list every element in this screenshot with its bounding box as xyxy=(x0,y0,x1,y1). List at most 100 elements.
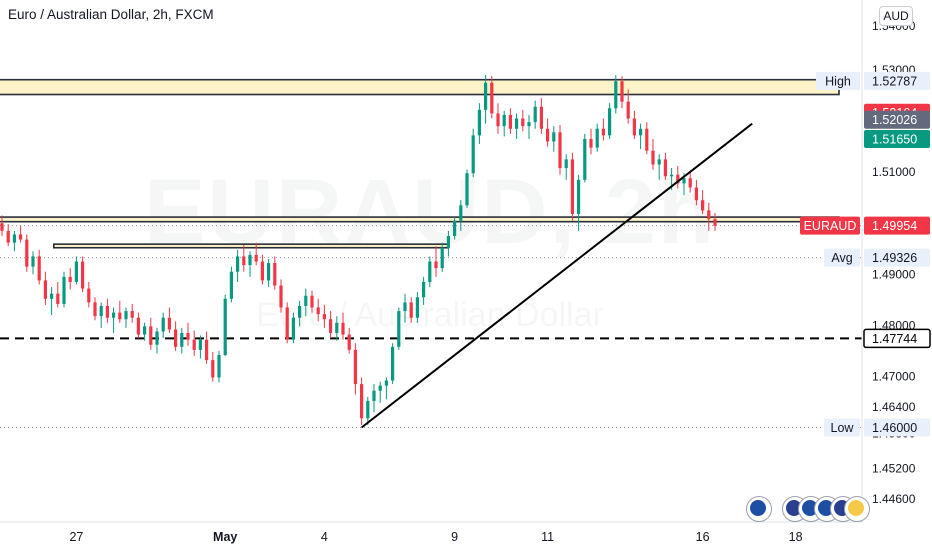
candle-body xyxy=(484,82,488,110)
candle-body xyxy=(440,247,444,269)
price-label-box xyxy=(864,248,930,267)
candle-body xyxy=(465,173,469,206)
candle-body xyxy=(205,339,209,361)
candle-body xyxy=(415,297,419,318)
price-label-box xyxy=(864,110,930,129)
candle-body xyxy=(360,384,364,419)
currency-button[interactable]: AUD xyxy=(879,6,913,26)
candle-body xyxy=(81,261,85,289)
price-tag-box xyxy=(824,248,860,267)
price-label-box xyxy=(864,129,930,148)
candle-body xyxy=(608,108,612,136)
candle-body xyxy=(136,317,140,335)
price-label-box xyxy=(864,71,930,90)
candle-body xyxy=(62,276,66,304)
candle-body xyxy=(694,187,698,201)
candle-body xyxy=(564,159,568,169)
candle-body xyxy=(533,106,537,123)
candle-body xyxy=(186,333,190,340)
sr-zone xyxy=(0,78,840,96)
candle-body xyxy=(347,334,351,350)
candle-body xyxy=(527,122,531,127)
candle-body xyxy=(279,285,283,308)
eu-flag-icon[interactable] xyxy=(746,496,772,522)
candle-body xyxy=(242,256,246,266)
candle-body xyxy=(93,302,97,317)
candle-body xyxy=(68,276,72,282)
candle-body xyxy=(676,174,680,184)
candle-body xyxy=(130,311,134,318)
candle-body xyxy=(149,326,153,345)
candle-body xyxy=(31,256,35,267)
candle-body xyxy=(248,254,252,266)
time-tick-label: 4 xyxy=(321,530,328,544)
candle-body xyxy=(403,302,407,312)
trendline xyxy=(360,122,753,429)
candles-layer xyxy=(0,75,717,425)
time-tick-label: 16 xyxy=(696,530,710,544)
candle-body xyxy=(384,380,388,386)
candle-body xyxy=(614,81,618,109)
price-label: 1.51650 xyxy=(872,132,917,146)
candle-body xyxy=(558,132,562,169)
candle-body xyxy=(434,261,438,269)
candle-body xyxy=(688,178,692,188)
candle-body xyxy=(56,293,60,304)
time-tick-label: 18 xyxy=(789,530,803,544)
candle-body xyxy=(496,113,500,127)
candle-body xyxy=(329,319,333,334)
candle-body xyxy=(285,307,289,340)
price-label: 1.52026 xyxy=(872,113,917,127)
levels-layer xyxy=(0,225,862,428)
candle-body xyxy=(490,82,494,114)
zones-layer xyxy=(0,78,840,249)
candle-body xyxy=(601,128,605,136)
candle-body xyxy=(322,314,326,320)
price-tag-box xyxy=(824,418,860,437)
candle-body xyxy=(236,256,240,272)
candle-body xyxy=(19,234,23,240)
candle-body xyxy=(378,385,382,391)
candle-body xyxy=(198,339,202,350)
time-tick-label: 27 xyxy=(69,530,83,544)
price-label-box xyxy=(864,418,930,437)
candle-body xyxy=(124,311,128,320)
candle-body xyxy=(167,317,171,330)
candle-body xyxy=(657,159,661,165)
price-tick-label: 1.44600 xyxy=(872,492,916,506)
trendline-layer xyxy=(360,122,753,429)
price-label: 1.49326 xyxy=(872,251,917,265)
candle-body xyxy=(267,263,271,281)
candle-body xyxy=(180,333,184,347)
price-label: 1.52787 xyxy=(872,74,917,88)
event-badges[interactable] xyxy=(746,496,870,522)
candle-body xyxy=(211,360,215,378)
price-label: 1.49954 xyxy=(872,219,917,233)
candle-body xyxy=(50,293,54,299)
candle-body xyxy=(143,326,147,335)
time-tick-label: 9 xyxy=(451,530,458,544)
candle-body xyxy=(397,311,401,347)
price-label-box xyxy=(863,328,931,349)
event-flag-icon[interactable] xyxy=(844,496,870,522)
candle-body xyxy=(304,295,308,306)
candle-body xyxy=(670,174,674,177)
price-tick-label: 1.51000 xyxy=(872,165,916,179)
candle-body xyxy=(521,118,525,127)
time-tick-label: 11 xyxy=(541,530,554,544)
candle-body xyxy=(663,159,667,177)
candle-body xyxy=(112,312,116,318)
candle-body xyxy=(477,109,481,136)
candle-body xyxy=(74,261,78,282)
price-label: 1.47744 xyxy=(872,332,917,346)
price-tag-label: High xyxy=(825,74,851,88)
candle-body xyxy=(446,235,450,248)
candle-body xyxy=(589,138,593,148)
price-tick-label: 1.46400 xyxy=(872,400,916,414)
candle-body xyxy=(192,339,196,350)
chart-title: Euro / Australian Dollar, 2h, FXCM xyxy=(8,7,214,22)
candle-body xyxy=(310,295,314,308)
candle-body xyxy=(43,280,47,299)
